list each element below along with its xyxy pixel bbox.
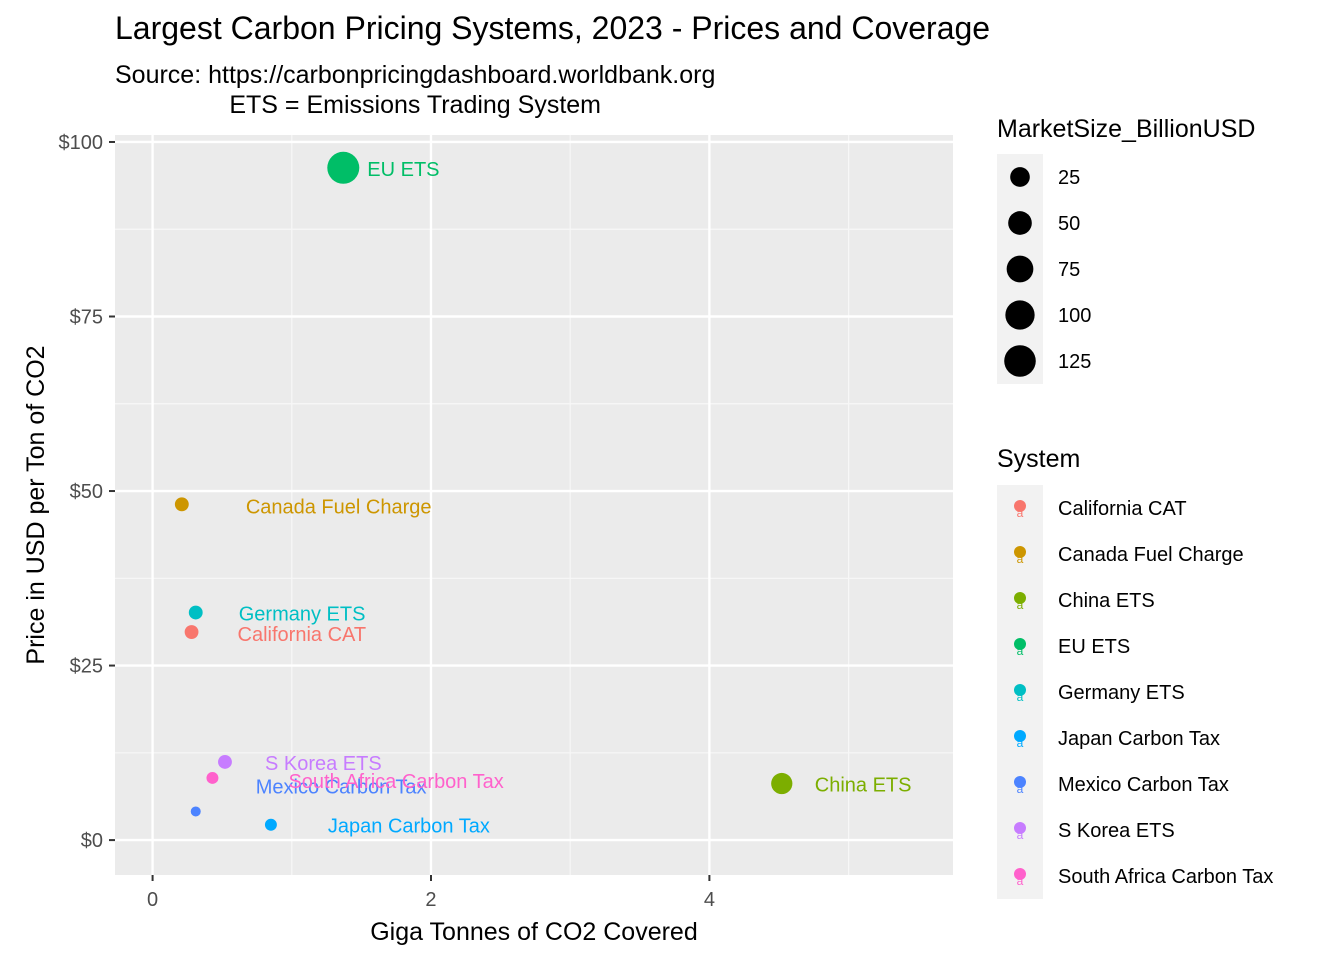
x-tick-label: 4 xyxy=(704,889,715,911)
y-tick-label: $25 xyxy=(70,656,103,678)
color-legend-key xyxy=(1014,592,1026,604)
color-legend-key-glyph: a xyxy=(1017,598,1024,612)
data-point xyxy=(264,818,277,831)
color-legend-key-glyph: a xyxy=(1017,782,1024,796)
y-axis-title: Price in USD per Ton of CO2 xyxy=(22,345,50,664)
size-legend-label: 25 xyxy=(1058,167,1080,189)
data-point xyxy=(771,772,793,795)
color-legend-key xyxy=(1014,822,1026,834)
point-label: Germany ETS xyxy=(239,604,366,626)
y-tick-label: $50 xyxy=(70,481,103,503)
color-legend-label: Japan Carbon Tax xyxy=(1058,728,1220,750)
color-legend: System a California CAT a Canada Fuel Charge… xyxy=(997,445,1273,899)
point-label: Mexico Carbon Tax xyxy=(256,776,427,798)
color-legend-key-glyph: a xyxy=(1017,506,1024,520)
size-legend-label: 50 xyxy=(1058,213,1080,235)
data-point xyxy=(184,625,199,639)
data-points xyxy=(174,151,793,831)
color-legend-key xyxy=(1014,776,1026,788)
chart-subtitle: Source: https://carbonpricingdashboard.w… xyxy=(115,60,715,120)
color-legend-key xyxy=(1014,500,1026,512)
color-legend-key-glyph: a xyxy=(1017,644,1024,658)
color-legend-label: Canada Fuel Charge xyxy=(1058,544,1244,566)
y-tick-label: $75 xyxy=(70,307,103,329)
color-legend-label: S Korea ETS xyxy=(1058,820,1175,842)
x-tick-label: 2 xyxy=(425,889,436,911)
point-label: Japan Carbon Tax xyxy=(328,816,490,838)
color-legend-label: EU ETS xyxy=(1058,636,1130,658)
x-axis-title: Giga Tonnes of CO2 Covered xyxy=(370,918,698,946)
data-point xyxy=(218,754,232,769)
color-legend-key-glyph: a xyxy=(1017,874,1024,888)
size-legend: MarketSize_BillionUSD 25 50 75 100 125 xyxy=(997,115,1255,384)
size-legend-label: 75 xyxy=(1058,259,1080,281)
color-legend-title: System xyxy=(997,445,1080,473)
data-point xyxy=(327,151,360,184)
x-tick-label: 0 xyxy=(147,889,158,911)
chart-title: Largest Carbon Pricing Systems, 2023 - P… xyxy=(115,10,991,46)
color-legend-key-glyph: a xyxy=(1017,690,1024,704)
color-legend-key xyxy=(1014,730,1026,742)
y-tick-label: $100 xyxy=(59,132,104,154)
point-label: EU ETS xyxy=(367,159,439,181)
point-label: Canada Fuel Charge xyxy=(246,496,432,518)
minor-gridlines xyxy=(115,135,953,875)
size-legend-key xyxy=(1008,211,1032,235)
data-point xyxy=(188,605,203,620)
color-legend-label: South Africa Carbon Tax xyxy=(1058,866,1273,888)
size-legend-key xyxy=(1006,255,1034,283)
data-point xyxy=(206,771,219,784)
data-point xyxy=(190,806,201,817)
y-axis: $0 $25 $50 $75 $100 xyxy=(59,132,115,852)
chart-subtitle-line-2: ETS = Emissions Trading System xyxy=(229,91,601,119)
color-legend-key-glyph: a xyxy=(1017,828,1024,842)
x-axis: 0 2 4 xyxy=(147,875,715,911)
color-legend-label: China ETS xyxy=(1058,590,1155,612)
color-legend-label: Mexico Carbon Tax xyxy=(1058,774,1229,796)
size-legend-label: 100 xyxy=(1058,305,1091,327)
color-legend-label: California CAT xyxy=(1058,498,1187,520)
major-gridlines xyxy=(115,135,953,875)
color-legend-key xyxy=(1014,546,1026,558)
size-legend-label: 125 xyxy=(1058,351,1091,373)
color-legend-key-glyph: a xyxy=(1017,552,1024,566)
point-label: California CAT xyxy=(238,624,367,646)
color-legend-key xyxy=(1014,868,1026,880)
point-label: South Africa Carbon Tax xyxy=(288,771,503,793)
point-label: S Korea ETS xyxy=(265,753,382,775)
size-legend-key xyxy=(1005,300,1035,330)
point-label: China ETS xyxy=(815,775,912,797)
point-labels: California CAT Canada Fuel Charge China ET… xyxy=(238,159,912,838)
color-legend-label: Germany ETS xyxy=(1058,682,1185,704)
size-legend-key xyxy=(1010,167,1030,187)
y-tick-label: $0 xyxy=(81,830,103,852)
plot-panel xyxy=(115,135,953,875)
size-legend-key xyxy=(1004,345,1036,377)
size-legend-title: MarketSize_BillionUSD xyxy=(997,115,1255,143)
chart-subtitle-line-1: Source: https://carbonpricingdashboard.w… xyxy=(115,61,716,89)
color-legend-key xyxy=(1014,684,1026,696)
data-point xyxy=(174,497,189,512)
color-legend-key-glyph: a xyxy=(1017,736,1024,750)
color-legend-key xyxy=(1014,638,1026,650)
